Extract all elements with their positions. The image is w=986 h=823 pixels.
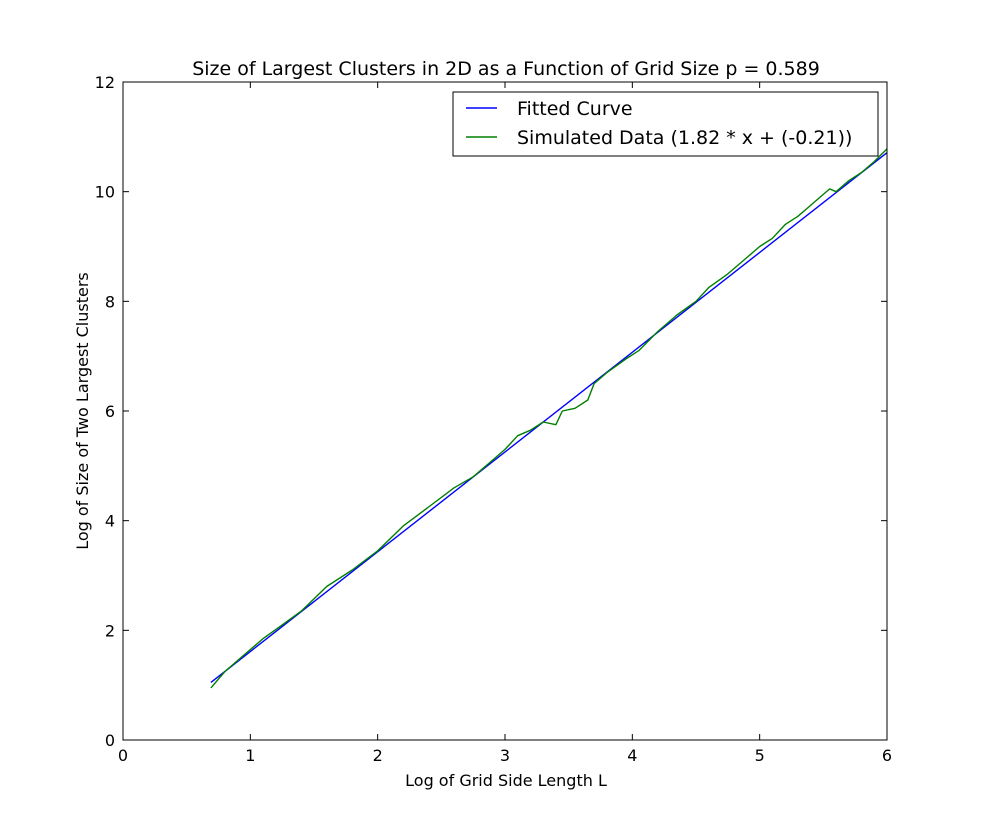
legend-label-fitted: Fitted Curve <box>517 98 633 120</box>
x-tick-label: 3 <box>500 746 510 765</box>
fitted-curve-line <box>210 152 888 683</box>
chart-title: Size of Largest Clusters in 2D as a Func… <box>192 58 820 80</box>
x-tick-label: 1 <box>245 746 255 765</box>
x-tick-label: 2 <box>373 746 383 765</box>
x-axis-label: Log of Grid Side Length L <box>405 771 607 790</box>
legend-label-simulated: Simulated Data (1.82 * x + (-0.21)) <box>517 127 852 149</box>
x-tick-label: 0 <box>118 746 128 765</box>
y-axis-label: Log of Size of Two Largest Clusters <box>73 272 92 550</box>
y-tick-label: 0 <box>105 731 115 750</box>
legend: Fitted Curve Simulated Data (1.82 * x + … <box>452 91 879 157</box>
x-tick-label: 4 <box>627 746 637 765</box>
legend-box <box>452 91 879 157</box>
plot-frame <box>122 81 888 741</box>
x-tick-label: 5 <box>755 746 765 765</box>
x-tick-label: 6 <box>882 746 892 765</box>
y-tick-label: 12 <box>95 73 115 92</box>
series-layer <box>210 148 888 689</box>
y-tick-label: 8 <box>105 292 115 311</box>
y-tick-label: 2 <box>105 621 115 640</box>
y-tick-label: 10 <box>95 183 115 202</box>
y-tick-label: 4 <box>105 512 115 531</box>
y-tick-label: 6 <box>105 402 115 421</box>
simulated-data-line <box>210 148 888 689</box>
